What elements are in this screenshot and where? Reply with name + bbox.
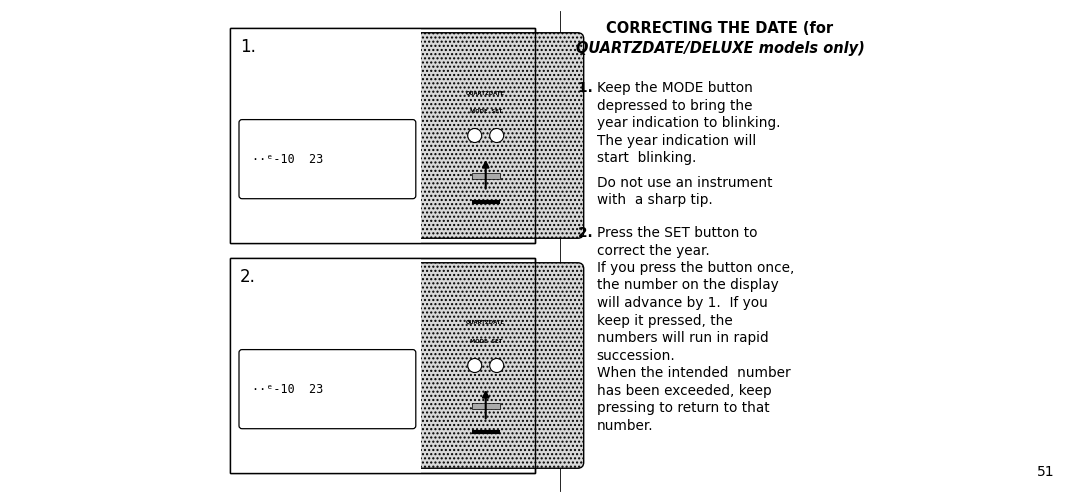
Text: pressing to return to that: pressing to return to that	[596, 401, 769, 415]
Text: 51: 51	[1038, 465, 1055, 479]
Text: Keep the MODE button: Keep the MODE button	[596, 81, 753, 95]
FancyBboxPatch shape	[414, 263, 583, 468]
Text: 1.: 1.	[578, 81, 597, 95]
Text: The year indication will: The year indication will	[596, 133, 756, 147]
Text: the number on the display: the number on the display	[596, 279, 779, 293]
Text: When the intended  number: When the intended number	[596, 366, 791, 380]
Text: Press the SET button to: Press the SET button to	[596, 226, 757, 240]
Bar	[472, 402, 500, 408]
Text: year indication to blinking.: year indication to blinking.	[596, 116, 780, 130]
Text: 2.: 2.	[240, 268, 256, 286]
Text: MODE  SET: MODE SET	[470, 109, 502, 114]
FancyBboxPatch shape	[239, 120, 416, 199]
Text: start  blinking.: start blinking.	[596, 151, 696, 165]
Text: keep it pressed, the: keep it pressed, the	[596, 314, 732, 328]
Text: ··ᵉ-10  23: ··ᵉ-10 23	[252, 153, 323, 166]
FancyBboxPatch shape	[239, 120, 416, 199]
Circle shape	[468, 128, 482, 142]
Text: Do not use an instrument: Do not use an instrument	[596, 175, 772, 189]
Text: correct the year.: correct the year.	[596, 243, 710, 258]
Text: depressed to bring the: depressed to bring the	[596, 99, 752, 113]
Bar	[472, 172, 500, 178]
Bar	[230, 258, 535, 473]
Text: If you press the button once,: If you press the button once,	[596, 261, 794, 275]
FancyBboxPatch shape	[414, 33, 583, 238]
Text: 2.: 2.	[240, 268, 256, 286]
Text: QUARTZDATE: QUARTZDATE	[467, 320, 505, 325]
Circle shape	[468, 359, 482, 373]
Text: number.: number.	[596, 418, 653, 432]
Bar	[230, 28, 535, 243]
Text: 2.: 2.	[578, 226, 597, 240]
Bar	[230, 28, 535, 243]
FancyBboxPatch shape	[239, 350, 416, 429]
Text: will advance by 1.  If you: will advance by 1. If you	[596, 296, 768, 310]
Text: QUARTZDATE/DELUXE models only): QUARTZDATE/DELUXE models only)	[576, 41, 864, 56]
Text: ··ᵉ-10  23: ··ᵉ-10 23	[252, 383, 323, 396]
FancyBboxPatch shape	[239, 350, 416, 429]
Bar	[230, 258, 535, 473]
Bar	[230, 258, 421, 473]
Circle shape	[489, 359, 503, 373]
Text: with  a sharp tip.: with a sharp tip.	[596, 193, 713, 207]
Text: ··ᵉ-10  23: ··ᵉ-10 23	[252, 383, 323, 396]
Text: numbers will run in rapid: numbers will run in rapid	[596, 331, 768, 345]
Bar	[230, 28, 421, 243]
Text: has been exceeded, keep: has been exceeded, keep	[596, 383, 771, 397]
Text: CORRECTING THE DATE (for: CORRECTING THE DATE (for	[607, 21, 834, 36]
Text: QUARTZDATE: QUARTZDATE	[467, 90, 505, 95]
Text: ··ᵉ-10  23: ··ᵉ-10 23	[252, 153, 323, 166]
Text: succession.: succession.	[596, 349, 675, 363]
Text: 1.: 1.	[240, 38, 256, 56]
Text: MODE  SET: MODE SET	[470, 339, 502, 344]
Text: 1.: 1.	[240, 38, 256, 56]
Circle shape	[489, 128, 503, 142]
